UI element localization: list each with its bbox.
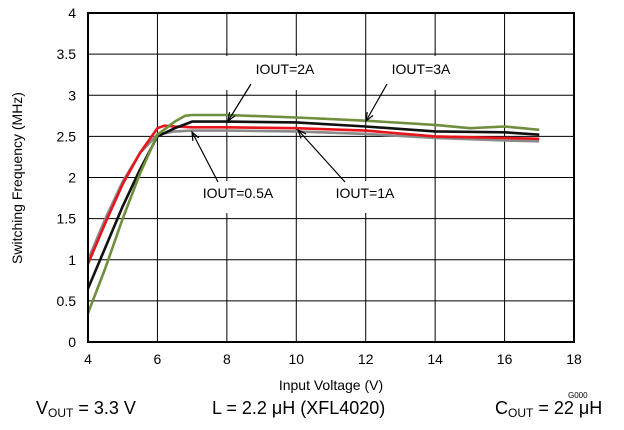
y-tick-label: 1.5 — [57, 211, 77, 227]
y-tick-label: 0 — [68, 334, 76, 350]
vout-condition: VOUT = 3.3 V — [36, 398, 136, 420]
x-tick-label: 12 — [358, 351, 374, 367]
y-tick-label: 2 — [68, 170, 76, 186]
series-lines — [86, 113, 540, 314]
x-tick-label: 16 — [497, 351, 513, 367]
x-axis-label: Input Voltage (V) — [279, 377, 383, 393]
annotation-arrowhead — [227, 112, 236, 123]
series-line-iout-2a — [86, 120, 540, 290]
y-tick-label: 1 — [68, 252, 76, 268]
series-line-iout-3a — [86, 113, 540, 314]
annotation-arrow — [227, 83, 252, 122]
annotation-label: IOUT=0.5A — [203, 185, 274, 201]
annotation-background — [226, 56, 350, 90]
y-axis-label: Switching Frequency (MHz) — [9, 92, 25, 264]
annotation-label: IOUT=1A — [336, 185, 395, 201]
x-tick-label: 4 — [84, 351, 92, 367]
figure-code: G000 — [568, 391, 588, 400]
plot-frame — [87, 12, 575, 343]
x-tick-label: 18 — [566, 351, 582, 367]
annotation-arrowhead — [296, 128, 307, 139]
annotation-label: IOUT=2A — [256, 61, 315, 77]
cout-symbol: C — [495, 398, 508, 418]
annotations: IOUT=2A IOUT=3A IOUT=0.5A IOUT=1A — [183, 56, 478, 213]
annotation-arrow — [365, 83, 388, 122]
annotation-arrow — [297, 129, 346, 183]
vout-value: = 3.3 V — [73, 398, 136, 418]
series-line-iout-0-5a — [86, 129, 540, 261]
y-tick-label: 2.5 — [57, 128, 77, 144]
annotation-label: IOUT=3A — [392, 61, 451, 77]
y-tick-labels: 0 0.5 1 1.5 2 2.5 3 3.5 4 — [57, 5, 77, 350]
cout-value: = 22 μH — [533, 398, 603, 418]
series-line-iout-1a — [86, 124, 540, 265]
annotation-background — [183, 181, 295, 213]
inductor-condition: L = 2.2 μH (XFL4020) — [212, 398, 386, 418]
annotation-arrowhead — [365, 112, 374, 123]
y-tick-label: 3 — [68, 87, 76, 103]
x-tick-label: 14 — [427, 351, 443, 367]
x-tick-label: 8 — [223, 351, 231, 367]
annotation-arrowhead — [191, 130, 200, 142]
y-tick-label: 4 — [68, 5, 76, 21]
x-tick-label: 10 — [288, 351, 304, 367]
vout-subscript: OUT — [48, 406, 74, 420]
annotation-background — [326, 181, 410, 213]
annotation-arrow — [191, 131, 219, 183]
x-tick-label: 6 — [154, 351, 162, 367]
vout-symbol: V — [36, 398, 49, 418]
y-tick-label: 0.5 — [57, 293, 77, 309]
y-tick-label: 3.5 — [57, 46, 77, 62]
cout-subscript: OUT — [508, 406, 534, 420]
x-tick-labels: 4 6 8 10 12 14 16 18 — [84, 351, 582, 367]
cout-condition: COUT = 22 μH — [495, 398, 602, 420]
